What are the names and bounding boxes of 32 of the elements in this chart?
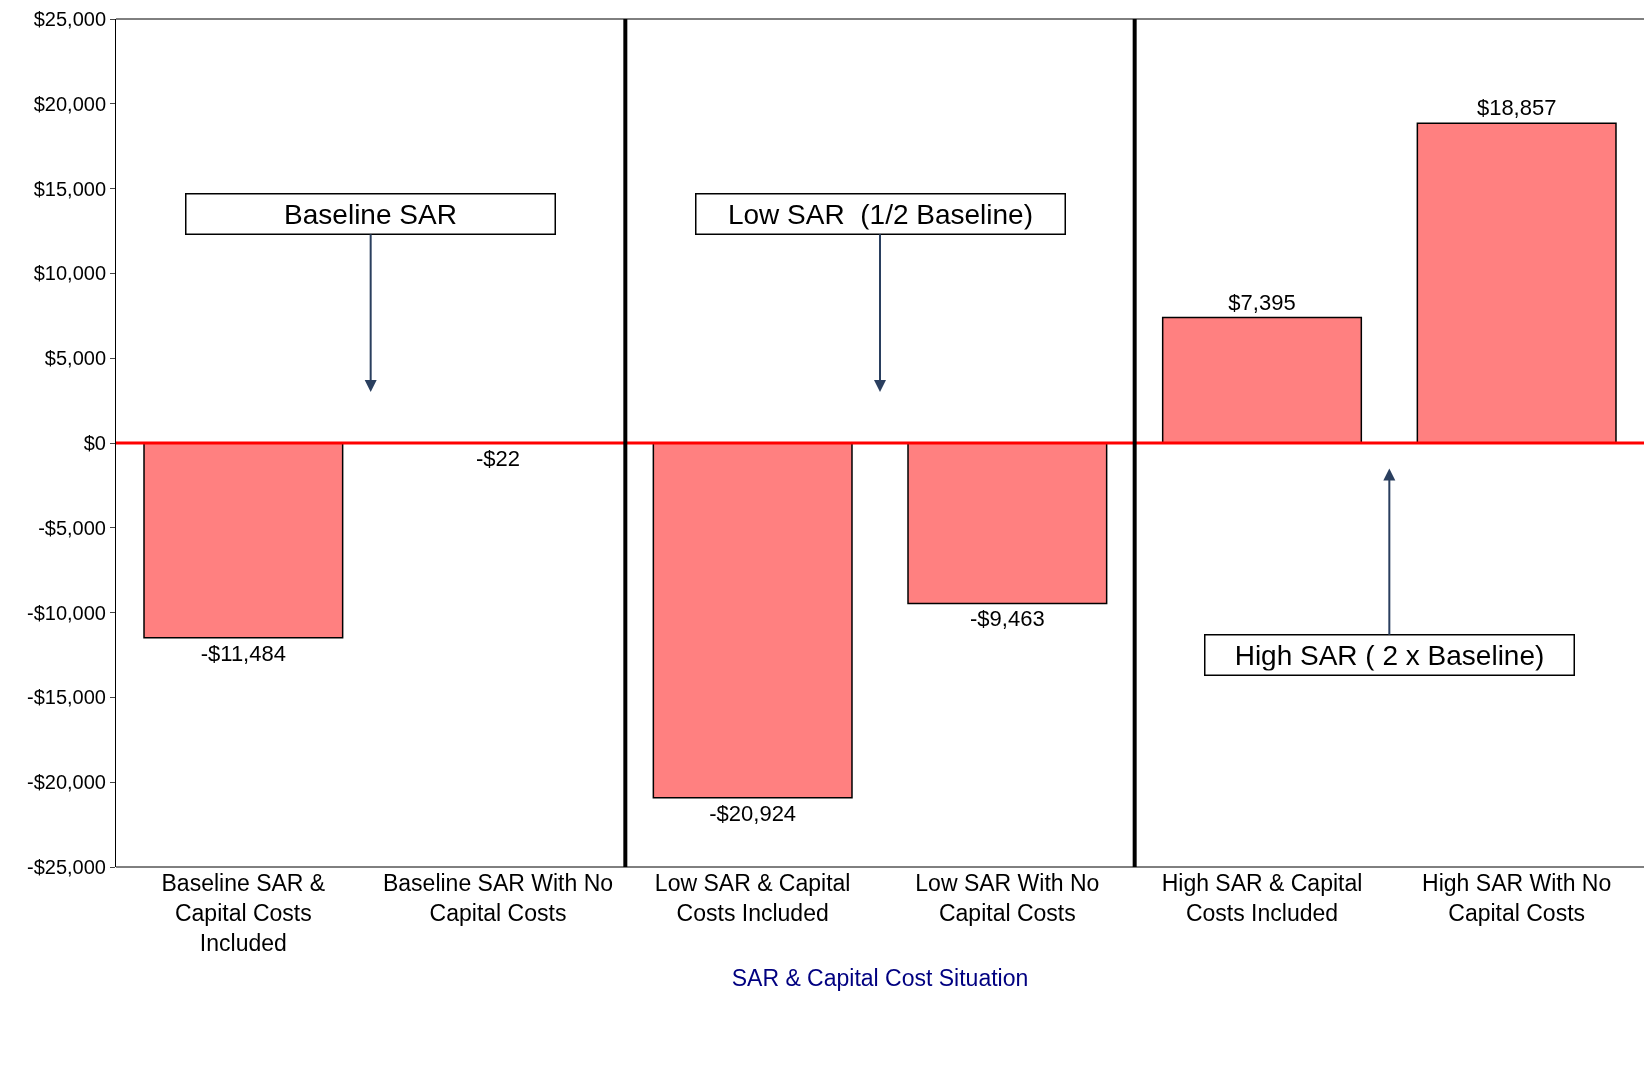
y-tick-label: $15,000: [33, 177, 106, 200]
x-tick-label: Baseline SAR With No Capital Costs: [382, 870, 614, 926]
y-tick-label: -$10,000: [27, 601, 106, 624]
y-tick-label: -$15,000: [27, 686, 106, 709]
annotation: High SAR ( 2 x Baseline): [1234, 639, 1545, 671]
bar: [907, 442, 1108, 605]
x-tick-label: Low SAR & Capital Costs Included: [654, 870, 851, 926]
bar: [652, 442, 853, 799]
x-tick-label: High SAR With No Capital Costs: [1422, 870, 1612, 926]
x-tick-label: Baseline SAR & Capital Costs Included: [161, 870, 326, 956]
data-label: $18,857: [1476, 95, 1557, 121]
y-tick-label: $20,000: [33, 92, 106, 115]
y-tick-label: $25,000: [33, 8, 106, 30]
x-tick-label: Low SAR With No Capital Costs: [915, 870, 1100, 926]
x-axis-title: SAR & Capital Cost Situation: [731, 965, 1029, 992]
bar: [143, 442, 344, 639]
y-tick-label: -$25,000: [27, 856, 106, 878]
y-tick-label: -$20,000: [27, 771, 106, 794]
y-tick-label: $0: [83, 432, 106, 454]
bar: [1416, 122, 1617, 444]
data-label: -$11,484: [200, 640, 286, 666]
x-tick-label: High SAR & Capital Costs Included: [1161, 870, 1363, 926]
y-tick-label: -$5,000: [38, 516, 106, 539]
y-tick-label: $5,000: [44, 347, 106, 370]
y-tick-label: $10,000: [33, 262, 106, 285]
data-label: -$22: [475, 446, 521, 472]
annotation: Baseline SAR: [284, 198, 457, 230]
data-label: -$20,924: [709, 800, 797, 826]
data-label: -$9,463: [970, 606, 1045, 632]
bar: [1161, 316, 1363, 444]
annotation: Low SAR (1/2 Baseline): [727, 198, 1034, 230]
data-label: $7,395: [1228, 289, 1296, 315]
